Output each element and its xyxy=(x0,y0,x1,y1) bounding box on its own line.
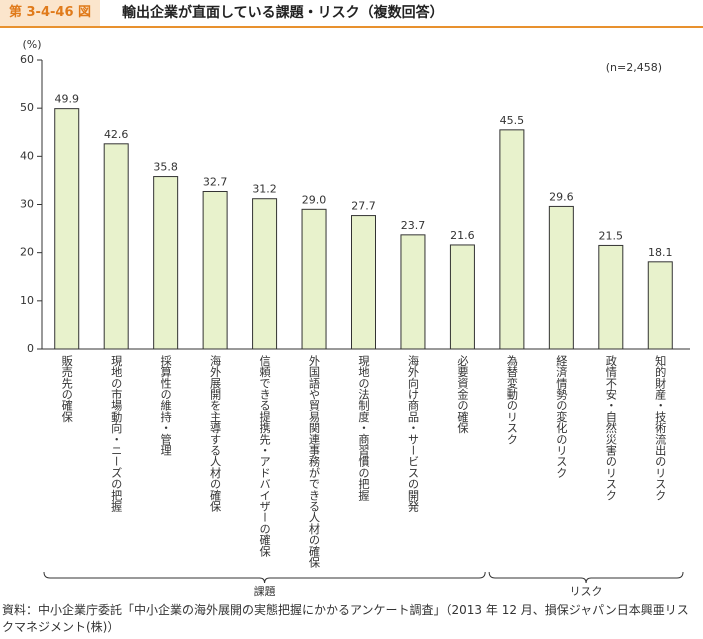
x-tick-label: 知的財産・技術流出のリスク xyxy=(654,354,667,501)
y-tick-label: 40 xyxy=(20,149,34,162)
value-label: 42.6 xyxy=(104,128,129,141)
x-tick-label: 採算性の維持・管理 xyxy=(159,354,172,456)
bar xyxy=(153,176,179,350)
value-label: 21.6 xyxy=(450,229,475,242)
value-label: 31.2 xyxy=(252,183,277,196)
x-tick-label: 現地の法制度・商習慣の把握 xyxy=(357,355,370,501)
group-label: リスク xyxy=(570,585,603,598)
value-label: 49.9 xyxy=(54,93,79,106)
annotation: (n=2,458) xyxy=(606,61,662,74)
x-tick-label: 海外向け商品・サービスの開発 xyxy=(406,354,419,513)
x-tick-label: 外国語や貿易関連事務ができる人材の確保 xyxy=(308,355,321,569)
bar xyxy=(301,208,327,350)
x-tick-label: 現地の市場動向・ニーズの把握 xyxy=(110,355,123,513)
value-label: 18.1 xyxy=(648,246,673,259)
figure-number: 第 3-4-46 図 xyxy=(0,0,100,26)
bar xyxy=(499,129,525,350)
bar xyxy=(54,108,80,350)
value-label: 32.7 xyxy=(203,175,228,188)
y-tick-label: 10 xyxy=(20,294,34,307)
value-label: 29.0 xyxy=(302,193,327,206)
x-tick-label: 政情不安・自然災害のリスク xyxy=(604,354,617,501)
group-bracket xyxy=(488,571,684,584)
bar xyxy=(647,261,673,350)
header: 第 3-4-46 図 輸出企業が直面している課題・リスク（複数回答） xyxy=(0,0,703,28)
chart-title: 輸出企業が直面している課題・リスク（複数回答） xyxy=(122,5,444,21)
y-axis-label: (%) xyxy=(22,38,41,51)
bar xyxy=(598,244,624,350)
bar xyxy=(202,190,228,350)
y-tick-label: 0 xyxy=(27,342,34,355)
bar xyxy=(252,198,278,350)
source-note: 資料：中小企業庁委託「中小企業の海外展開の実態把握にかかるアンケート調査」（20… xyxy=(2,603,689,634)
value-label: 35.8 xyxy=(153,161,178,174)
x-tick-label: 信頼できる提携先・アドバイザーの確保 xyxy=(258,355,271,557)
chart: (%) (n=2,458) 0 10 20 30 40 50 60 49.9 販売先の確保 42.… xyxy=(20,38,690,598)
value-label: 45.5 xyxy=(500,114,525,127)
y-tick-label: 20 xyxy=(20,246,34,259)
bar xyxy=(449,244,475,350)
x-tick-label: 販売先の確保 xyxy=(60,355,73,423)
value-label: 27.7 xyxy=(351,200,376,213)
bar xyxy=(548,205,574,350)
bar xyxy=(400,234,426,350)
group-label: 課題 xyxy=(254,584,276,598)
x-tick-label: 為替変動のリスク xyxy=(505,354,518,445)
x-tick-label: 必要資金の確保 xyxy=(456,355,469,434)
x-tick-label: 海外展開を主導する人材の確保 xyxy=(209,354,222,513)
bar xyxy=(351,215,376,350)
x-tick-label: 経済情勢の変化のリスク xyxy=(555,355,568,478)
value-label: 23.7 xyxy=(401,219,426,232)
y-tick-label: 60 xyxy=(20,53,34,66)
group-bracket xyxy=(43,571,486,584)
bar xyxy=(103,143,129,350)
y-tick-label: 30 xyxy=(20,198,34,211)
value-label: 21.5 xyxy=(599,229,624,242)
y-tick-label: 50 xyxy=(20,101,34,114)
value-label: 29.6 xyxy=(549,190,574,203)
